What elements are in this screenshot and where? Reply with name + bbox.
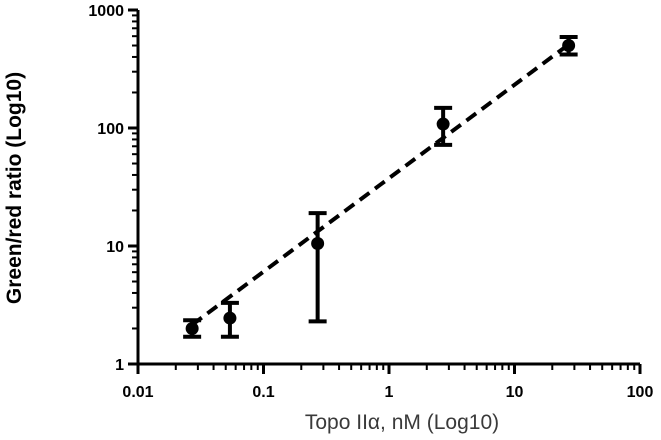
data-point	[185, 321, 199, 335]
x-tick-label: 1	[385, 384, 394, 401]
fit-line-group	[190, 42, 570, 327]
x-axis-label: Topo IIα, nM (Log10)	[305, 411, 499, 434]
y-tick-label: 10	[106, 239, 124, 256]
data-point-group	[220, 300, 239, 339]
data-point	[223, 311, 237, 325]
x-tick-label: 0.1	[252, 384, 274, 401]
data-point	[311, 236, 325, 250]
y-axis-label: Green/red ratio (Log10)	[3, 72, 26, 304]
fit-line	[190, 42, 570, 327]
data-point-group	[308, 211, 327, 324]
x-tick-label: 100	[627, 384, 654, 401]
data-point-group	[183, 318, 202, 339]
x-tick-label: 0.01	[122, 384, 153, 401]
y-tick-label: 1	[115, 357, 124, 374]
y-tick-label: 100	[97, 121, 124, 138]
y-tick-label: 1000	[88, 3, 124, 20]
data-point-group	[434, 105, 453, 147]
data-points	[183, 35, 578, 339]
data-point	[436, 117, 450, 131]
data-point	[562, 39, 576, 53]
axes: 1 10 100 1000 0.01 0.1 1 10 100	[88, 3, 653, 401]
x-tick-label: 10	[506, 384, 524, 401]
data-point-group	[559, 35, 578, 57]
